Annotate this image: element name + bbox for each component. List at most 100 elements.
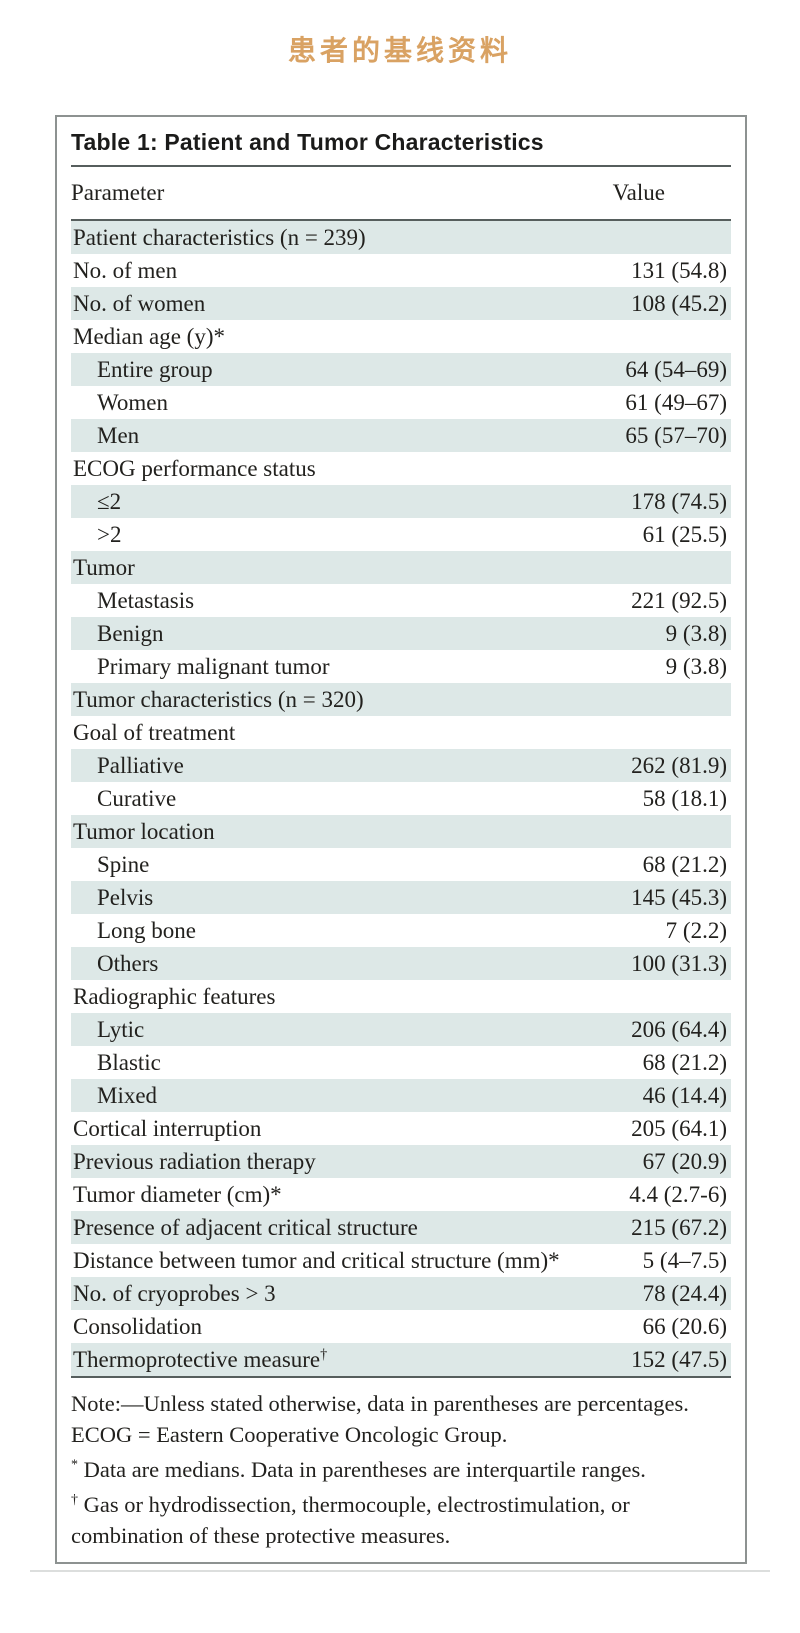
table-row: Metastasis 221 (92.5) [71,584,731,617]
row-parameter: Median age (y)* [73,324,225,349]
table-title: Table 1: Patient and Tumor Characteristi… [71,129,544,155]
row-parameter: Benign [97,621,164,646]
column-header-value: Value [612,180,665,205]
table-row: Men 65 (57–70) [71,419,731,452]
row-value: 68 (21.2) [642,852,727,877]
row-value: 221 (92.5) [631,588,727,613]
footnotes: Note:—Unless stated otherwise, data in p… [71,1378,731,1551]
table-row: Pelvis 145 (45.3) [71,881,731,914]
table-row: Primary malignant tumor 9 (3.8) [71,650,731,683]
row-parameter: Spine [97,852,150,877]
row-value: 64 (54–69) [625,357,727,382]
table-row: Blastic 68 (21.2) [71,1046,731,1079]
row-value: 65 (57–70) [625,423,727,448]
row-value: 4.4 (2.7-6) [629,1182,727,1207]
row-parameter: No. of cryoprobes > 3 [73,1281,276,1306]
table-card: Table 1: Patient and Tumor Characteristi… [55,115,747,1564]
header-rule [71,219,731,221]
table-row: Spine 68 (21.2) [71,848,731,881]
row-parameter: Tumor diameter (cm)* [73,1182,282,1207]
row-value: 67 (20.9) [642,1149,727,1174]
row-parameter: Long bone [97,918,197,943]
row-parameter: Lytic [97,1017,145,1042]
row-parameter: No. of men [73,258,178,283]
row-parameter: Presence of adjacent critical structure [73,1215,418,1240]
table-row: Thermoprotective measure† 152 (47.5) [71,1343,731,1376]
title-rule [71,165,731,167]
row-parameter: ≤2 [97,489,122,514]
table-row: Women 61 (49–67) [71,386,731,419]
row-parameter: Pelvis [97,885,154,910]
table-row: ECOG performance status [71,452,731,485]
table-row: >2 61 (25.5) [71,518,731,551]
column-header-parameter: Parameter [71,180,165,205]
row-parameter: Distance between tumor and critical stru… [73,1248,560,1273]
table-row: No. of women 108 (45.2) [71,287,731,320]
row-value: 61 (25.5) [642,522,727,547]
row-value: 9 (3.8) [665,654,727,679]
table-row: Curative 58 (18.1) [71,782,731,815]
row-value: 66 (20.6) [642,1314,727,1339]
table-row: Entire group 64 (54–69) [71,353,731,386]
asterisk-marker: * [71,1457,78,1473]
row-parameter: Metastasis [97,588,195,613]
column-header-row: Parameter Value [71,167,731,219]
table-row: Patient characteristics (n = 239) [71,221,731,254]
row-parameter: Goal of treatment [73,720,236,745]
row-parameter: Tumor location [73,819,215,844]
row-parameter: Cortical interruption [73,1116,262,1141]
row-parameter: Tumor [73,555,135,580]
row-value: 58 (18.1) [642,786,727,811]
table-row: Median age (y)* [71,320,731,353]
footer-rule [71,1376,731,1378]
page-title: 患者的基线资料 [287,34,512,67]
table-row: No. of men 131 (54.8) [71,254,731,287]
table-row: Tumor [71,551,731,584]
row-parameter: Men [97,423,140,448]
row-parameter: Mixed [97,1083,158,1108]
table-row: Mixed 46 (14.4) [71,1079,731,1112]
row-value: 178 (74.5) [631,489,727,514]
row-parameter: ECOG performance status [73,456,316,481]
row-parameter: Primary malignant tumor [97,654,330,679]
row-parameter: Entire group [97,357,213,382]
row-value: 205 (64.1) [631,1116,727,1141]
bottom-divider [30,1570,770,1572]
table-row: Palliative 262 (81.9) [71,749,731,782]
row-parameter: >2 [97,522,122,547]
row-value: 108 (45.2) [631,291,727,316]
row-parameter: Tumor characteristics (n = 320) [73,687,364,712]
row-value: 100 (31.3) [631,951,727,976]
table-row: Consolidation 66 (20.6) [71,1310,731,1343]
table-body: Patient characteristics (n = 239) No. of … [71,221,731,1376]
row-value: 61 (49–67) [625,390,727,415]
row-value: 215 (67.2) [631,1215,727,1240]
row-value: 145 (45.3) [631,885,727,910]
table-row: Tumor characteristics (n = 320) [71,683,731,716]
row-value: 46 (14.4) [642,1083,727,1108]
table-row: Goal of treatment [71,716,731,749]
row-value: 9 (3.8) [665,621,727,646]
row-parameter: No. of women [73,291,206,316]
row-parameter: Others [97,951,159,976]
row-parameter: Curative [97,786,177,811]
footnote-dagger: † Gas or hydrodissection, thermocouple, … [71,1492,630,1548]
table-row: Tumor location [71,815,731,848]
footnote-asterisk: * Data are medians. Data in parentheses … [71,1457,646,1482]
table-row: Long bone 7 (2.2) [71,914,731,947]
table-row: Presence of adjacent critical structure 2… [71,1211,731,1244]
row-value: 78 (24.4) [642,1281,727,1306]
dagger-marker: † [71,1492,78,1508]
row-parameter: Women [97,390,168,415]
row-value: 68 (21.2) [642,1050,727,1075]
row-parameter: Thermoprotective measure† [73,1346,328,1372]
row-value: 5 (4–7.5) [642,1248,727,1273]
table-row: Benign 9 (3.8) [71,617,731,650]
table-row: Cortical interruption 205 (64.1) [71,1112,731,1145]
table-row: Tumor diameter (cm)* 4.4 (2.7-6) [71,1178,731,1211]
row-parameter: Consolidation [73,1314,203,1339]
row-parameter-superscript: † [320,1346,328,1363]
row-value: 206 (64.4) [631,1017,727,1042]
row-parameter: Blastic [97,1050,161,1075]
table-row: Distance between tumor and critical stru… [71,1244,731,1277]
